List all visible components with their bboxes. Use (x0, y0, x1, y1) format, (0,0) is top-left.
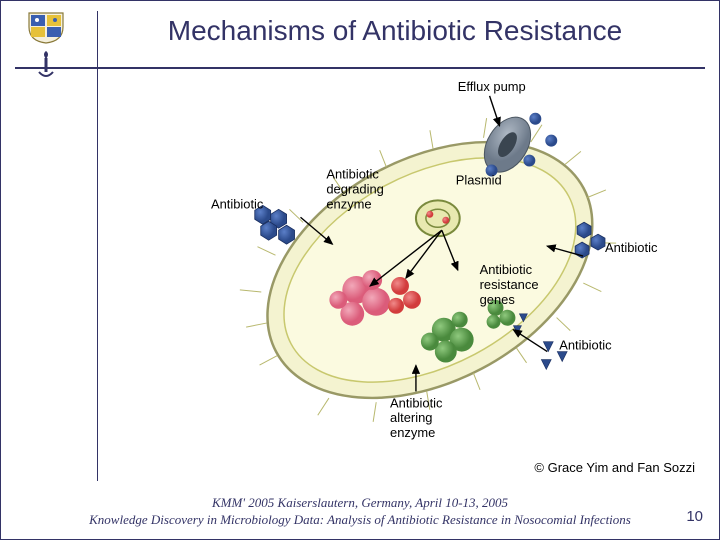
footer: KMM' 2005 Kaiserslautern, Germany, April… (1, 494, 719, 529)
vertical-divider (97, 11, 98, 481)
label-antibiotic-lower: Antibiotic (559, 338, 612, 353)
label-antibiotic-right: Antibiotic (605, 240, 658, 255)
credit-line: © Grace Yim and Fan Sozzi (534, 460, 695, 475)
label-altering-enzyme-1: Antibiotic (390, 395, 443, 410)
label-antibiotic-left: Antibiotic (211, 196, 264, 211)
slide-title: Mechanisms of Antibiotic Resistance (91, 7, 719, 51)
torch-icon (35, 49, 57, 79)
slide: Mechanisms of Antibiotic Resistance (0, 0, 720, 540)
label-degrading-enzyme-2: degrading (326, 181, 383, 196)
label-efflux-pump: Efflux pump (458, 79, 526, 94)
label-resistance-genes-2: resistance (480, 277, 539, 292)
label-degrading-enzyme-3: enzyme (326, 196, 371, 211)
label-altering-enzyme-3: enzyme (390, 425, 435, 440)
footer-line-1: KMM' 2005 Kaiserslautern, Germany, April… (1, 494, 719, 512)
shield-crest-icon (25, 11, 67, 45)
resistance-diagram: Efflux pump Plasmid Antibiotic Antibioti… (101, 71, 705, 469)
label-degrading-enzyme-1: Antibiotic (326, 166, 379, 181)
label-resistance-genes-1: Antibiotic (480, 262, 533, 277)
label-plasmid: Plasmid (456, 172, 502, 187)
label-altering-enzyme-2: altering (390, 410, 432, 425)
label-resistance-genes-3: genes (480, 292, 515, 307)
footer-line-2: Knowledge Discovery in Microbiology Data… (1, 511, 719, 529)
plasmid (416, 200, 460, 236)
title-underline (15, 67, 705, 69)
page-number: 10 (686, 508, 703, 525)
